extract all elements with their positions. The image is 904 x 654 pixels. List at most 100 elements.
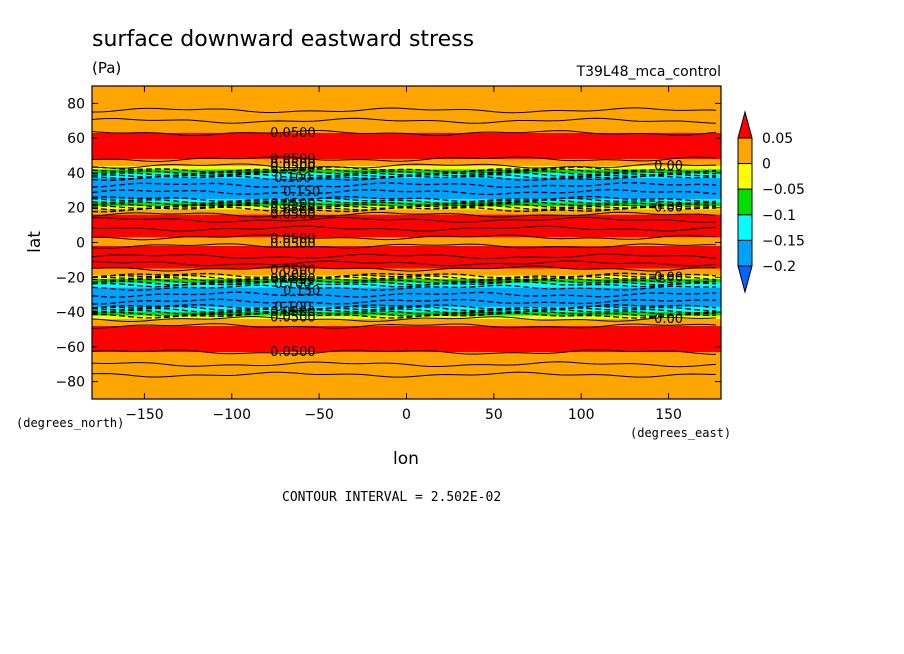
band-7 xyxy=(92,199,721,204)
contour-dashed-9 xyxy=(92,197,717,204)
contour-label-14: 0.100 xyxy=(274,277,311,292)
contour-dashed-22 xyxy=(92,291,717,298)
contour-label-7: 0.0500 xyxy=(270,203,316,218)
colorbar-segment-5 xyxy=(737,239,753,267)
units-label: (Pa) xyxy=(92,59,121,77)
contour-solid-2 xyxy=(92,129,717,136)
contour-label-20: 0.00 xyxy=(654,159,683,174)
contour-dashed-8 xyxy=(92,195,717,203)
contour-label-17: 0.0500 xyxy=(270,305,316,320)
contour-label-18: 0.0500 xyxy=(270,310,316,325)
contour-solid-14 xyxy=(92,323,717,329)
colorbar-label-3: −0.1 xyxy=(762,208,796,224)
y-tick-label-3: 20 xyxy=(67,201,85,217)
x-tick-label-5: 100 xyxy=(568,407,595,423)
contour-solid-1 xyxy=(92,117,717,124)
band-4 xyxy=(92,169,721,174)
contour-solid-4 xyxy=(92,163,717,169)
colorbar-segment-3 xyxy=(737,188,753,216)
contour-label-9: 0.0500 xyxy=(270,232,316,247)
band-13 xyxy=(92,245,721,270)
colorbar-bottom-arrow xyxy=(737,265,753,294)
colorbar-label-5: −0.2 xyxy=(762,259,796,275)
band-8 xyxy=(92,202,721,207)
y-axis-label: lat xyxy=(25,231,45,253)
contour-dashed-15 xyxy=(92,272,717,279)
x-axis-units: (degrees_east) xyxy=(630,426,731,440)
band-2 xyxy=(92,159,721,167)
contour-label-0: 0.0500 xyxy=(270,126,316,141)
contour-solid-10 xyxy=(92,253,717,260)
contour-labels: 0.05000.05000.05000.05000.1000.1500.0500… xyxy=(270,126,683,360)
colorbar-label-4: −0.15 xyxy=(762,233,805,249)
colorbar-top-arrow xyxy=(737,110,753,139)
contour-label-11: 0.0500 xyxy=(270,263,316,278)
band-12 xyxy=(92,237,721,247)
contour-solid-0 xyxy=(92,107,717,114)
contour-dashed-6 xyxy=(92,182,717,189)
contour-dashed-25 xyxy=(92,305,717,312)
band-15 xyxy=(92,275,721,280)
contour-dashed-27 xyxy=(92,308,717,316)
contour-dashed-11 xyxy=(92,201,717,208)
contour-dashed-20 xyxy=(92,281,717,288)
band-22 xyxy=(92,319,721,327)
contour-dashed-12 xyxy=(92,202,717,210)
contour-dashed-7 xyxy=(92,188,717,196)
contour-interval-note: CONTOUR INTERVAL = 2.502E-02 xyxy=(282,490,501,505)
contour-dashed-3 xyxy=(92,171,717,178)
colorbar-label-1: 0 xyxy=(762,157,771,173)
experiment-label: T39L48_mca_control xyxy=(576,64,721,80)
x-tick-label-2: −50 xyxy=(304,407,334,423)
colorbar-segment-4 xyxy=(737,214,753,241)
colorbar-label-0: 0.05 xyxy=(762,131,793,147)
y-tick-label-8: −80 xyxy=(55,375,85,391)
contour-label-12: 0.00 xyxy=(278,269,307,284)
contour-label-1: 0.0500 xyxy=(270,152,316,167)
x-tick-label-1: −100 xyxy=(213,407,251,423)
y-tick-label-4: 0 xyxy=(76,236,85,252)
contour-solid-8 xyxy=(92,234,717,241)
y-tick-label-5: −20 xyxy=(55,270,85,286)
contour-dashed-14 xyxy=(92,206,717,213)
contour-solid-12 xyxy=(92,265,717,272)
contour-label-16: 0.100 xyxy=(274,300,311,315)
band-20 xyxy=(92,312,721,317)
contour-solid-17 xyxy=(92,371,717,378)
contour-label-3: 0.0500 xyxy=(270,161,316,176)
contour-solid-11 xyxy=(92,260,717,267)
band-16 xyxy=(92,279,721,284)
y-tick-label-0: 80 xyxy=(67,96,85,112)
contour-label-5: 0.150 xyxy=(283,185,320,200)
contour-dashed-23 xyxy=(92,298,717,305)
y-axis: 80 60 40 20 0 −20 −40 −60 −80 xyxy=(55,96,721,391)
band-11 xyxy=(92,214,721,238)
y-tick-label-2: 40 xyxy=(67,166,85,182)
x-tick-label-6: 150 xyxy=(655,407,682,423)
colorbar-label-2: −0.05 xyxy=(762,182,805,198)
contour-dashed-24 xyxy=(92,304,717,310)
contour-solid-15 xyxy=(92,349,717,355)
contour-dashed-16 xyxy=(92,274,717,281)
contour-label-19: 0.0500 xyxy=(270,345,316,360)
band-23 xyxy=(92,325,721,353)
contour-dashed-21 xyxy=(92,284,717,291)
colorbar-segment-1 xyxy=(737,137,753,165)
contour-lines xyxy=(92,107,717,378)
x-tick-label-4: 50 xyxy=(485,407,503,423)
contour-dashed-29 xyxy=(92,312,717,319)
contour-dashed-17 xyxy=(92,275,717,283)
contour-label-22: 0.00 xyxy=(654,270,683,285)
band-1 xyxy=(92,132,721,160)
contour-dashed-5 xyxy=(92,175,717,181)
contour-label-13: 0.0500 xyxy=(270,272,316,287)
y-tick-label-7: −60 xyxy=(55,340,85,356)
band-3 xyxy=(92,165,721,171)
y-tick-label-6: −40 xyxy=(55,305,85,321)
y-tick-label-1: 60 xyxy=(67,131,85,147)
band-14 xyxy=(92,268,721,277)
contour-label-4: 0.100 xyxy=(274,171,311,186)
contour-dashed-0 xyxy=(92,166,717,173)
contour-label-2: 0.0500 xyxy=(270,157,316,172)
